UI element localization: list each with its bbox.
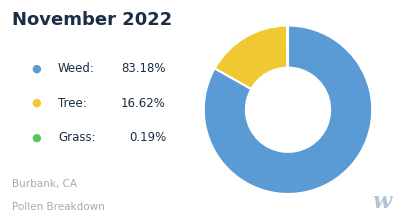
Wedge shape xyxy=(215,26,288,89)
Text: November 2022: November 2022 xyxy=(12,11,172,29)
Text: ●: ● xyxy=(31,63,41,73)
Wedge shape xyxy=(287,26,288,68)
Text: 16.62%: 16.62% xyxy=(121,97,166,110)
Text: Pollen Breakdown: Pollen Breakdown xyxy=(12,202,105,212)
Text: ●: ● xyxy=(31,98,41,108)
Text: 83.18%: 83.18% xyxy=(122,62,166,75)
Wedge shape xyxy=(204,26,372,194)
Text: Weed:: Weed: xyxy=(58,62,95,75)
Text: w: w xyxy=(372,191,392,213)
Text: ●: ● xyxy=(31,133,41,143)
Text: Burbank, CA: Burbank, CA xyxy=(12,179,77,189)
Text: Tree:: Tree: xyxy=(58,97,87,110)
Text: 0.19%: 0.19% xyxy=(129,131,166,144)
Text: Grass:: Grass: xyxy=(58,131,96,144)
